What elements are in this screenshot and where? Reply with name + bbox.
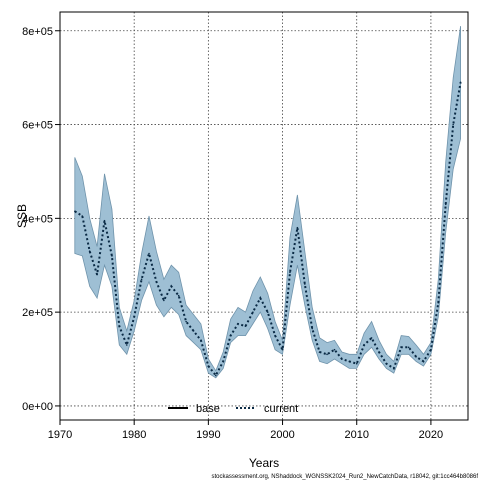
data-point [281,348,284,351]
x-tick-label: 1980 [122,429,146,441]
data-point [318,351,321,353]
x-axis-label: Years [249,456,279,470]
data-point [177,294,180,297]
data-point [229,334,232,337]
data-point [133,316,135,318]
data-point [393,367,395,370]
data-point [103,219,106,222]
data-point [266,311,269,313]
data-point [355,362,358,365]
data-point [407,346,410,349]
data-point [214,374,217,377]
y-tick-label: 6e+05 [22,120,53,132]
y-tick-label: 8e+05 [22,26,53,38]
data-point [430,348,432,351]
data-point [304,283,306,285]
y-axis-label: SSB [15,204,29,228]
confidence-band [74,26,461,379]
data-point [452,123,454,126]
data-point [326,353,328,356]
x-tick-label: 2000 [270,429,294,441]
data-point [274,334,276,337]
x-tick-label: 2020 [419,429,443,441]
data-point [422,360,425,363]
data-point [341,358,343,360]
data-point [222,360,224,363]
data-point [185,320,187,323]
data-point [118,325,121,328]
caption-text: stockassessment.org, NShaddock_WGNSSK202… [212,474,479,480]
data-point [200,339,202,342]
x-tick-label: 2010 [344,429,368,441]
x-tick-label: 1970 [48,429,72,441]
data-point [170,285,173,288]
data-point [244,325,247,328]
x-axis: 1970 1980 1990 2000 2010 2020 [48,420,443,441]
y-axis: 0e+00 2e+05 4e+05 6e+05 8e+05 [22,26,60,413]
data-point [289,271,291,274]
data-point [333,348,336,351]
y-tick-label: 2e+05 [22,307,53,319]
data-point [237,323,239,325]
legend-label-current: current [264,403,298,415]
data-point [378,351,380,353]
data-point [459,81,462,84]
data-point [207,365,210,367]
x-tick-label: 1990 [196,429,220,441]
data-point [140,278,143,281]
data-point [296,226,299,229]
data-point [400,346,403,349]
data-point [437,301,440,304]
data-point [163,299,165,302]
data-point [385,362,388,365]
y-tick-label: 0e+00 [22,401,53,413]
data-point [370,337,373,339]
data-point [74,210,76,213]
data-point [348,360,351,363]
data-point [252,311,254,313]
legend: base current [168,403,298,415]
ci-band [74,26,461,379]
data-point [363,344,365,346]
series-lines [74,81,462,378]
data-point [96,273,98,276]
data-point [259,297,262,299]
y-tick-label: 4e+05 [22,213,53,225]
data-point [148,252,150,255]
plot-frame [59,11,469,421]
legend-label-base: base [196,403,220,415]
data-point [311,327,314,330]
data-point [192,330,195,332]
data-point [88,250,91,252]
grid-lines [59,12,468,420]
data-point [111,255,113,257]
data-point [444,203,447,206]
data-point [415,355,417,358]
data-point [125,344,128,346]
data-point [81,215,84,217]
data-point [155,280,158,283]
